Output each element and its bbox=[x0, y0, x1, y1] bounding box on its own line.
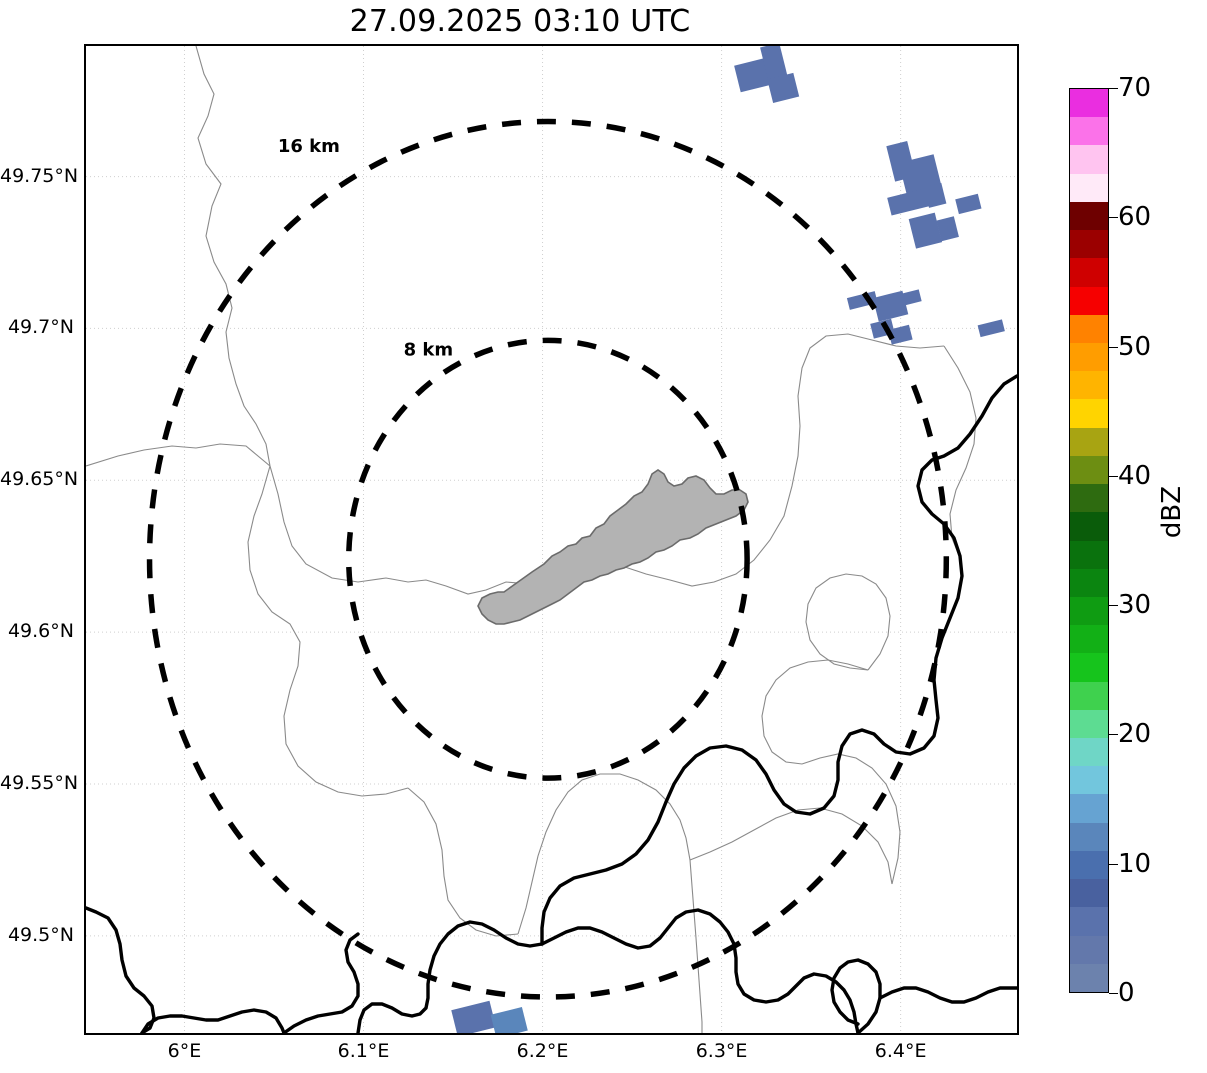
colorbar-band-6 bbox=[1070, 794, 1108, 823]
colorbar-tickmark-0 bbox=[1109, 993, 1118, 994]
colorbar-band-4 bbox=[1070, 850, 1108, 880]
echo-cell bbox=[846, 291, 878, 310]
colorbar-band-22 bbox=[1070, 342, 1108, 372]
echo-cell bbox=[977, 319, 1005, 338]
lon-tick-2: 6.2°E bbox=[516, 1040, 569, 1062]
colorbar-band-17 bbox=[1070, 484, 1108, 513]
colorbar-tickmark-3 bbox=[1109, 605, 1118, 607]
colorbar-band-3 bbox=[1070, 879, 1108, 908]
echo-cell bbox=[887, 187, 932, 216]
echo-cell bbox=[955, 193, 982, 215]
lat-tick-4: 49.55°N bbox=[0, 771, 79, 794]
page-title: 27.09.2025 03:10 UTC bbox=[349, 4, 691, 39]
colorbar-band-28 bbox=[1070, 173, 1108, 202]
colorbar-tick-6: 60 bbox=[1118, 202, 1152, 233]
colorbar-band-11 bbox=[1070, 653, 1108, 682]
colorbar-band-1 bbox=[1070, 935, 1108, 964]
colorbar-band-30 bbox=[1070, 117, 1108, 146]
colorbar-tickmark-1 bbox=[1109, 863, 1118, 865]
colorbar-band-5 bbox=[1070, 822, 1108, 851]
colorbar-tick-7: 70 bbox=[1118, 73, 1152, 103]
echo-cell bbox=[451, 1000, 497, 1033]
echo-cell bbox=[760, 46, 788, 80]
colorbar-band-21 bbox=[1070, 371, 1108, 400]
lat-tick-5: 49.5°N bbox=[7, 923, 74, 946]
range-ring-8km bbox=[345, 337, 750, 781]
map-canvas: 16 km 8 km bbox=[86, 46, 1017, 1033]
echo-cell bbox=[490, 1006, 528, 1033]
colorbar-band-23 bbox=[1070, 314, 1108, 343]
colorbar-band-16 bbox=[1070, 512, 1108, 541]
colorbar-tickmark-2 bbox=[1109, 734, 1118, 736]
radar-echo-layer bbox=[451, 46, 1005, 1033]
colorbar-band-14 bbox=[1070, 568, 1108, 597]
range-ring-16km bbox=[146, 118, 950, 1000]
colorbar-tick-1: 10 bbox=[1118, 848, 1152, 879]
lat-tick-3: 49.6°N bbox=[7, 620, 74, 643]
range-ring-label: 8 km bbox=[404, 340, 454, 361]
lon-tick-4: 6.4°E bbox=[874, 1040, 927, 1062]
colorbar[interactable] bbox=[1069, 88, 1109, 993]
echo-cell bbox=[923, 182, 947, 208]
colorbar-band-29 bbox=[1070, 145, 1108, 174]
colorbar-label: dBZ bbox=[1150, 0, 1190, 1073]
lon-tick-1: 6.1°E bbox=[337, 1040, 390, 1062]
echo-cell bbox=[936, 216, 959, 242]
colorbar-band-25 bbox=[1070, 258, 1108, 287]
colorbar-tick-3: 30 bbox=[1118, 590, 1152, 621]
colorbar-tickmark-5 bbox=[1109, 346, 1118, 348]
admin-borders bbox=[86, 46, 977, 1033]
echo-cell bbox=[767, 72, 800, 103]
echo-cell bbox=[896, 289, 922, 307]
colorbar-band-24 bbox=[1070, 286, 1108, 315]
range-ring-labels: 16 km 8 km bbox=[278, 136, 453, 361]
colorbar-band-9 bbox=[1070, 709, 1108, 739]
map-axes[interactable]: 16 km 8 km bbox=[84, 44, 1019, 1035]
colorbar-label-text: dBZ bbox=[1157, 485, 1187, 539]
colorbar-band-2 bbox=[1070, 907, 1108, 936]
echo-cell bbox=[908, 212, 943, 249]
colorbar-band-0 bbox=[1070, 963, 1108, 992]
lon-tick-3: 6.3°E bbox=[695, 1040, 748, 1062]
colorbar-tick-0: 0 bbox=[1118, 978, 1135, 1008]
colorbar-tick-4: 40 bbox=[1118, 460, 1152, 491]
colorbar-band-27 bbox=[1070, 201, 1108, 231]
lat-tick-2: 49.65°N bbox=[0, 468, 79, 491]
colorbar-tickmark-7 bbox=[1109, 88, 1118, 89]
colorbar-band-8 bbox=[1070, 738, 1108, 767]
echo-cell bbox=[888, 324, 913, 345]
colorbar-band-31 bbox=[1070, 89, 1108, 118]
colorbar-band-12 bbox=[1070, 625, 1108, 654]
colorbar-tick-2: 20 bbox=[1118, 719, 1152, 750]
city-polygon bbox=[477, 469, 749, 625]
colorbar-band-20 bbox=[1070, 399, 1108, 428]
colorbar-tickmark-6 bbox=[1109, 217, 1118, 219]
colorbar-band-13 bbox=[1070, 596, 1108, 626]
range-ring-label: 16 km bbox=[278, 136, 340, 157]
range-rings bbox=[146, 118, 950, 1000]
lon-tick-0: 6°E bbox=[167, 1040, 202, 1062]
colorbar-tick-5: 50 bbox=[1118, 331, 1152, 362]
colorbar-band-18 bbox=[1070, 455, 1108, 485]
colorbar-band-15 bbox=[1070, 540, 1108, 569]
lat-tick-1: 49.7°N bbox=[7, 316, 74, 339]
colorbar-band-26 bbox=[1070, 230, 1108, 259]
colorbar-tickmark-4 bbox=[1109, 475, 1118, 477]
lat-tick-0: 49.75°N bbox=[0, 164, 79, 187]
colorbar-band-7 bbox=[1070, 766, 1108, 795]
colorbar-band-19 bbox=[1070, 427, 1108, 456]
colorbar-band-10 bbox=[1070, 681, 1108, 710]
